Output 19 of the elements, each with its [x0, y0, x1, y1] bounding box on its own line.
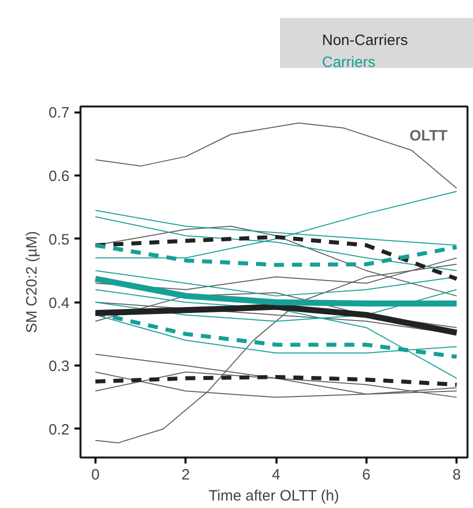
y-tick-label: 0.4 [48, 294, 70, 312]
x-tick-label: 6 [362, 466, 371, 484]
y-tick-label: 0.7 [48, 104, 70, 122]
y-tick-label: 0.6 [48, 168, 70, 186]
text: Non-Carriers [322, 32, 409, 50]
y-tick-label: 0.2 [48, 421, 70, 438]
x-axis-title: Time after OLTT (h) [208, 488, 340, 504]
annotation: OLTT [409, 128, 448, 144]
line-series [93, 375, 459, 387]
line-series [94, 122, 458, 189]
line-series [93, 235, 459, 281]
x-tick-label: 0 [91, 466, 100, 484]
x-tick-label: 4 [272, 466, 280, 484]
x-tick-label: 2 [182, 466, 190, 484]
y-tick-label: 0.3 [48, 358, 70, 376]
text: Carriers [322, 54, 376, 72]
x-tick-label: 8 [452, 466, 461, 484]
y-axis-title: SM C20:2 (µM) [24, 230, 41, 333]
y-tick-label: 0.5 [48, 231, 70, 248]
